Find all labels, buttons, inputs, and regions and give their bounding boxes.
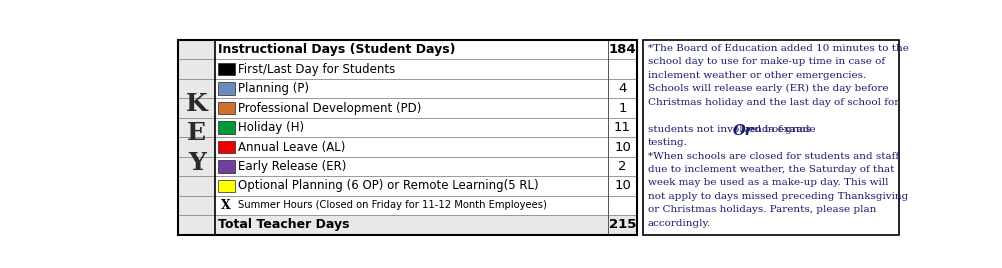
Bar xyxy=(215,118,636,137)
Bar xyxy=(215,157,636,176)
Text: Total Teacher Days: Total Teacher Days xyxy=(218,218,350,232)
Text: Optional Planning (6 OP) or Remote Learning(5 RL): Optional Planning (6 OP) or Remote Learn… xyxy=(237,180,538,192)
Text: *The Board of Education added 10 minutes to the: *The Board of Education added 10 minutes… xyxy=(647,44,908,53)
Text: due to inclement weather, the Saturday of that: due to inclement weather, the Saturday o… xyxy=(647,165,893,174)
Text: 184: 184 xyxy=(608,43,635,56)
Text: 2: 2 xyxy=(617,160,626,173)
Bar xyxy=(217,141,234,153)
Text: Annual Leave (AL): Annual Leave (AL) xyxy=(237,140,345,154)
Bar xyxy=(217,160,234,173)
Text: Summer Hours (Closed on Friday for 11-12 Month Employees): Summer Hours (Closed on Friday for 11-12… xyxy=(237,200,546,210)
Text: week may be used as a make-up day. This will: week may be used as a make-up day. This … xyxy=(647,178,888,187)
Bar xyxy=(215,59,636,79)
Text: Early Release (ER): Early Release (ER) xyxy=(237,160,346,173)
Text: Instructional Days (Student Days): Instructional Days (Student Days) xyxy=(218,43,456,56)
Bar xyxy=(217,82,234,95)
Text: not apply to days missed preceding Thanksgiving: not apply to days missed preceding Thank… xyxy=(647,192,907,201)
Text: Or: Or xyxy=(732,124,754,138)
Bar xyxy=(215,98,636,118)
Text: 10: 10 xyxy=(613,180,630,192)
Text: Christmas holiday and the last day of school for: Christmas holiday and the last day of sc… xyxy=(647,98,898,107)
Bar xyxy=(217,63,234,75)
Bar xyxy=(215,137,636,157)
Bar xyxy=(178,40,636,235)
Text: testing.: testing. xyxy=(647,138,687,147)
Text: *When schools are closed for students and staff: *When schools are closed for students an… xyxy=(647,151,898,161)
Bar xyxy=(215,176,636,196)
Bar xyxy=(217,102,234,114)
Bar xyxy=(215,215,636,235)
Bar xyxy=(642,40,898,235)
Text: Schools will release early (ER) the day before: Schools will release early (ER) the day … xyxy=(647,84,888,93)
Text: Holiday (H): Holiday (H) xyxy=(237,121,304,134)
Bar xyxy=(178,40,215,235)
Text: 215: 215 xyxy=(608,218,635,232)
Bar xyxy=(215,40,636,59)
Bar xyxy=(215,196,636,215)
Text: First/Last Day for Students: First/Last Day for Students xyxy=(237,63,395,76)
Text: school day to use for make-up time in case of: school day to use for make-up time in ca… xyxy=(647,57,884,66)
Text: 10: 10 xyxy=(613,140,630,154)
Text: or Christmas holidays. Parents, please plan: or Christmas holidays. Parents, please p… xyxy=(647,205,875,214)
Text: K
E
Y: K E Y xyxy=(185,92,207,175)
Text: 4: 4 xyxy=(618,82,626,95)
Text: end-of-grade: end-of-grade xyxy=(748,125,816,133)
Text: X: X xyxy=(221,199,230,212)
Text: 1: 1 xyxy=(617,102,626,114)
Bar xyxy=(215,79,636,98)
Bar xyxy=(217,180,234,192)
Text: 11: 11 xyxy=(613,121,630,134)
Bar xyxy=(217,121,234,134)
Text: inclement weather or other emergencies.: inclement weather or other emergencies. xyxy=(647,71,865,80)
Text: Planning (P): Planning (P) xyxy=(237,82,309,95)
Text: Professional Development (PD): Professional Development (PD) xyxy=(237,102,421,114)
Text: accordingly.: accordingly. xyxy=(647,219,710,228)
Text: students not involved in exams: students not involved in exams xyxy=(647,125,810,133)
